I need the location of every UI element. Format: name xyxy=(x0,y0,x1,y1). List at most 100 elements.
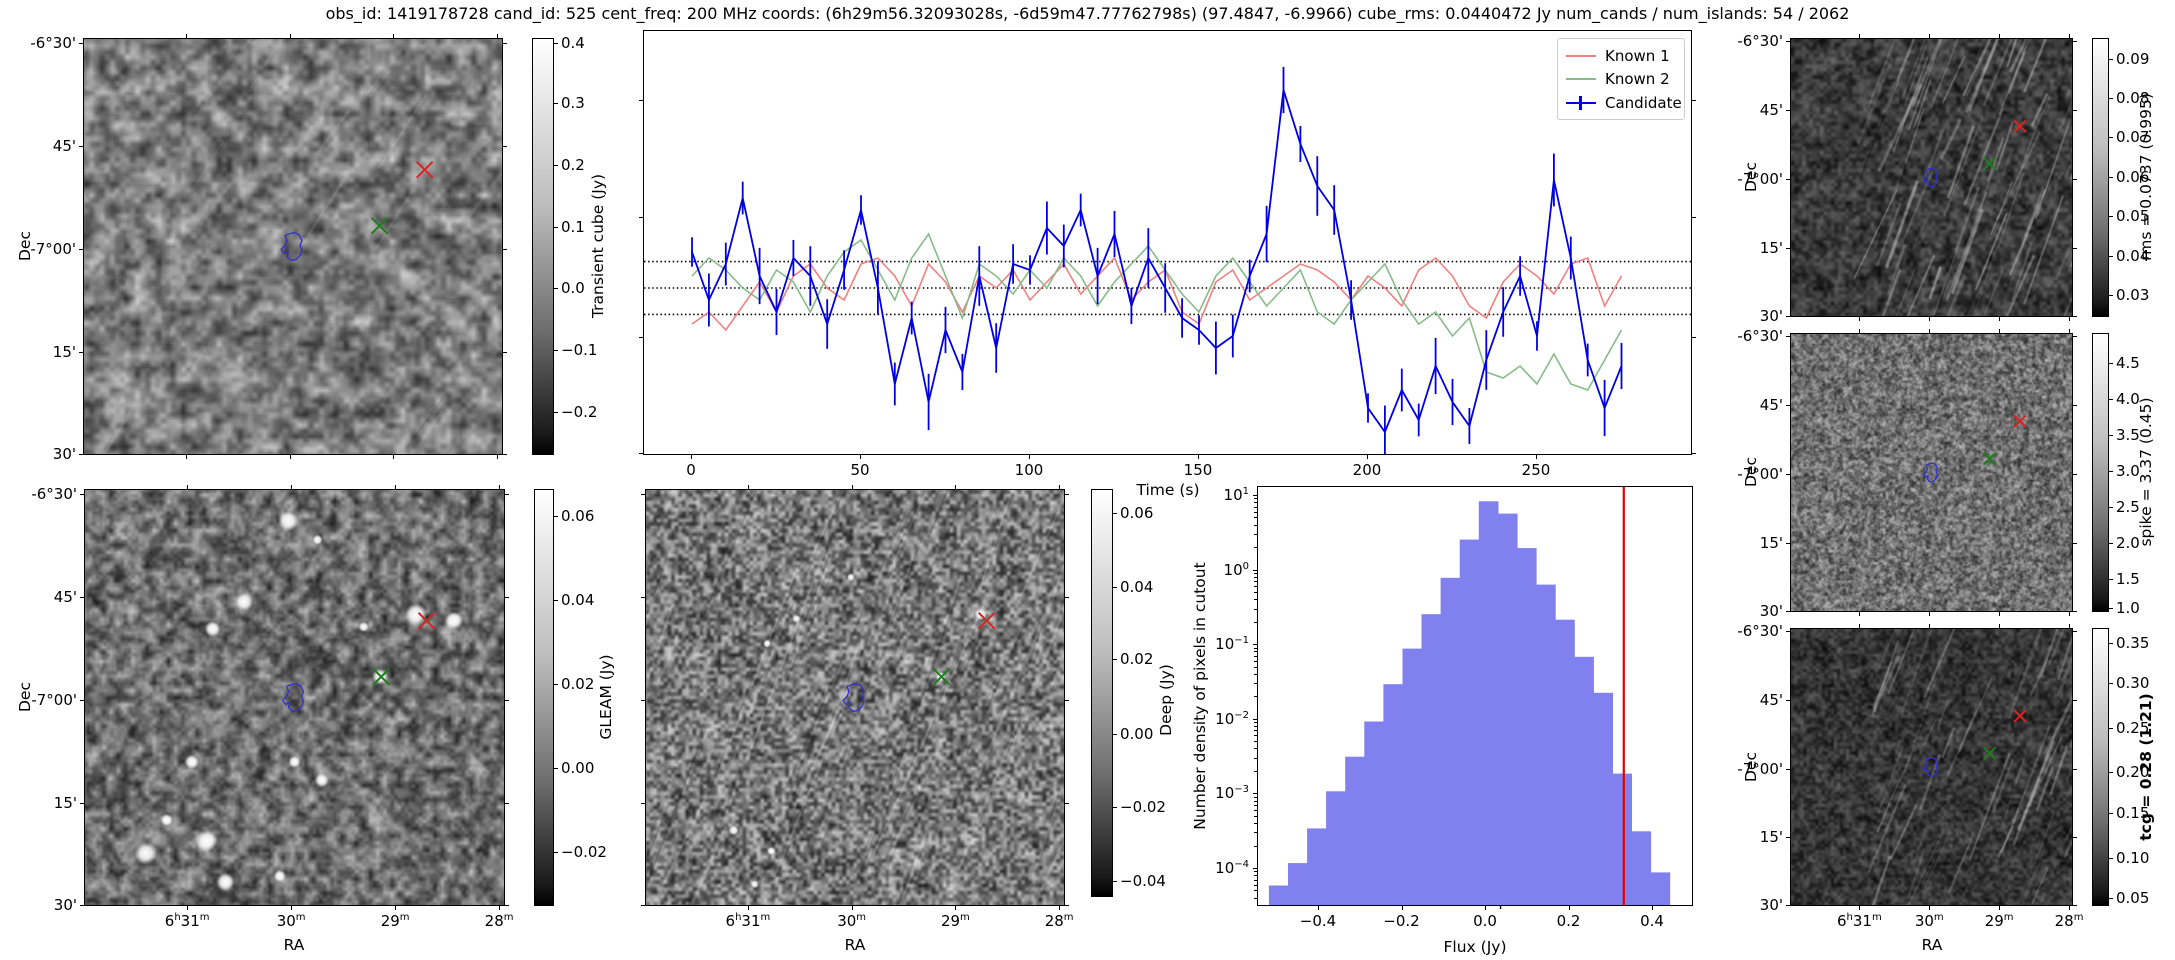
axis-tick xyxy=(1254,815,1257,817)
axis-tick xyxy=(1029,455,1030,459)
rms-image xyxy=(1790,38,2073,317)
transient-cube-colorbar xyxy=(532,38,554,455)
ra-tick-label: 29m xyxy=(380,912,410,930)
axis-tick xyxy=(639,452,643,454)
axis-tick xyxy=(505,597,509,598)
ra-tick-label: 28m xyxy=(1044,912,1074,930)
spike-image xyxy=(1790,333,2073,612)
axis-tick xyxy=(503,454,507,455)
axis-tick xyxy=(1786,179,1790,181)
known1-cross-marker xyxy=(2013,119,2027,133)
colorbar-tick-label: 0.10 xyxy=(2116,848,2150,867)
dec-tick-label: -6°30' xyxy=(30,34,76,52)
axis-tick xyxy=(1113,806,1117,808)
axis-tick xyxy=(2109,543,2113,545)
legend-label-known2: Known 2 xyxy=(1605,70,1670,88)
candidate-contour xyxy=(281,682,305,713)
axis-tick xyxy=(1254,770,1257,772)
axis-tick xyxy=(505,803,509,804)
axis-tick xyxy=(497,34,499,38)
density-tick-label: 10−2 xyxy=(1215,709,1249,728)
axis-tick xyxy=(2069,906,2071,910)
axis-tick xyxy=(554,43,558,44)
gleam-image xyxy=(84,489,505,906)
axis-tick xyxy=(1786,41,1790,43)
axis-tick xyxy=(80,494,84,495)
axis-tick xyxy=(851,906,853,910)
axis-tick xyxy=(2109,255,2113,257)
dec-tick-label: -7°00' xyxy=(1737,465,1783,484)
axis-tick xyxy=(1485,906,1486,910)
axis-tick xyxy=(2109,137,2113,139)
axis-tick xyxy=(79,352,83,353)
dec-tick-label: -6°30' xyxy=(1737,327,1783,346)
axis-tick xyxy=(503,352,507,353)
axis-tick xyxy=(1254,748,1257,750)
lightcurve-legend: Known 1 Known 2 Candidate xyxy=(1557,38,1685,120)
axis-tick xyxy=(2109,294,2113,296)
axis-tick xyxy=(554,684,558,686)
known1-cross-marker xyxy=(415,161,434,179)
ra-tick-label: 28m xyxy=(2054,912,2084,930)
axis-tick xyxy=(1859,329,1861,333)
axis-tick xyxy=(1254,524,1257,526)
colorbar-tick-label: 0.00 xyxy=(561,758,595,777)
axis-tick xyxy=(1929,906,1931,910)
axis-tick xyxy=(2109,399,2113,401)
axis-tick xyxy=(1999,317,2001,321)
axis-tick xyxy=(1692,336,1696,338)
flux-tick-label: 0.0 xyxy=(1473,912,1497,930)
flux-tick-label: 0.2 xyxy=(1556,912,1581,930)
axis-tick xyxy=(1065,700,1069,701)
dec-tick-label: 30' xyxy=(52,445,76,463)
colorbar-tick-label: 1.0 xyxy=(2116,598,2140,617)
colorbar-tick-label: 0.06 xyxy=(2116,167,2150,186)
axis-tick xyxy=(79,43,83,44)
legend-label-candidate: Candidate xyxy=(1605,93,1682,112)
time-tick-label: 200 xyxy=(1352,461,1382,479)
transient-cube-image xyxy=(83,38,503,455)
time-tick-label: 0 xyxy=(686,461,696,479)
axis-tick xyxy=(1254,809,1257,811)
axis-tick xyxy=(641,494,645,495)
known2-cross-marker xyxy=(370,217,389,235)
axis-tick xyxy=(1253,495,1257,496)
axis-tick xyxy=(1253,569,1257,571)
axis-tick xyxy=(1254,730,1257,732)
axis-tick xyxy=(2073,41,2077,43)
axis-tick xyxy=(2109,897,2113,899)
figure-title: obs_id: 1419178728 cand_id: 525 cent_fre… xyxy=(325,4,1850,23)
legend-entry-known2: Known 2 xyxy=(1566,70,1676,88)
dec-tick-label: 45' xyxy=(1759,101,1783,120)
axis-tick xyxy=(1254,576,1257,578)
axis-tick xyxy=(1786,768,1790,770)
axis-tick xyxy=(395,906,397,910)
axis-tick xyxy=(1999,612,2001,616)
axis-tick xyxy=(1401,906,1403,910)
flux-tick-label: −0.2 xyxy=(1383,912,1420,930)
axis-tick xyxy=(2073,700,2077,701)
ra-tick-label: 30m xyxy=(276,912,306,930)
known1-cross-marker xyxy=(2013,414,2027,428)
density-tick-label: 10−3 xyxy=(1215,784,1249,803)
axis-tick xyxy=(554,103,558,105)
axis-tick xyxy=(1786,905,1790,906)
axis-tick xyxy=(2073,768,2077,770)
axis-tick xyxy=(1113,881,1117,883)
axis-tick xyxy=(79,146,83,147)
axis-tick xyxy=(79,249,83,250)
density-tick-label: 101 xyxy=(1223,486,1249,504)
axis-tick xyxy=(1254,879,1257,881)
axis-tick xyxy=(1254,871,1257,873)
axis-tick xyxy=(2109,643,2113,644)
time-tick-label: 100 xyxy=(1014,461,1044,479)
axis-tick xyxy=(2069,612,2071,616)
axis-tick xyxy=(1254,757,1257,759)
dec-tick-label: 15' xyxy=(1759,534,1783,553)
axis-tick xyxy=(289,34,291,38)
axis-tick xyxy=(2073,110,2077,112)
axis-tick xyxy=(1254,875,1257,877)
axis-tick xyxy=(1254,696,1257,698)
ra-tick-label: 6h31m xyxy=(725,912,771,930)
